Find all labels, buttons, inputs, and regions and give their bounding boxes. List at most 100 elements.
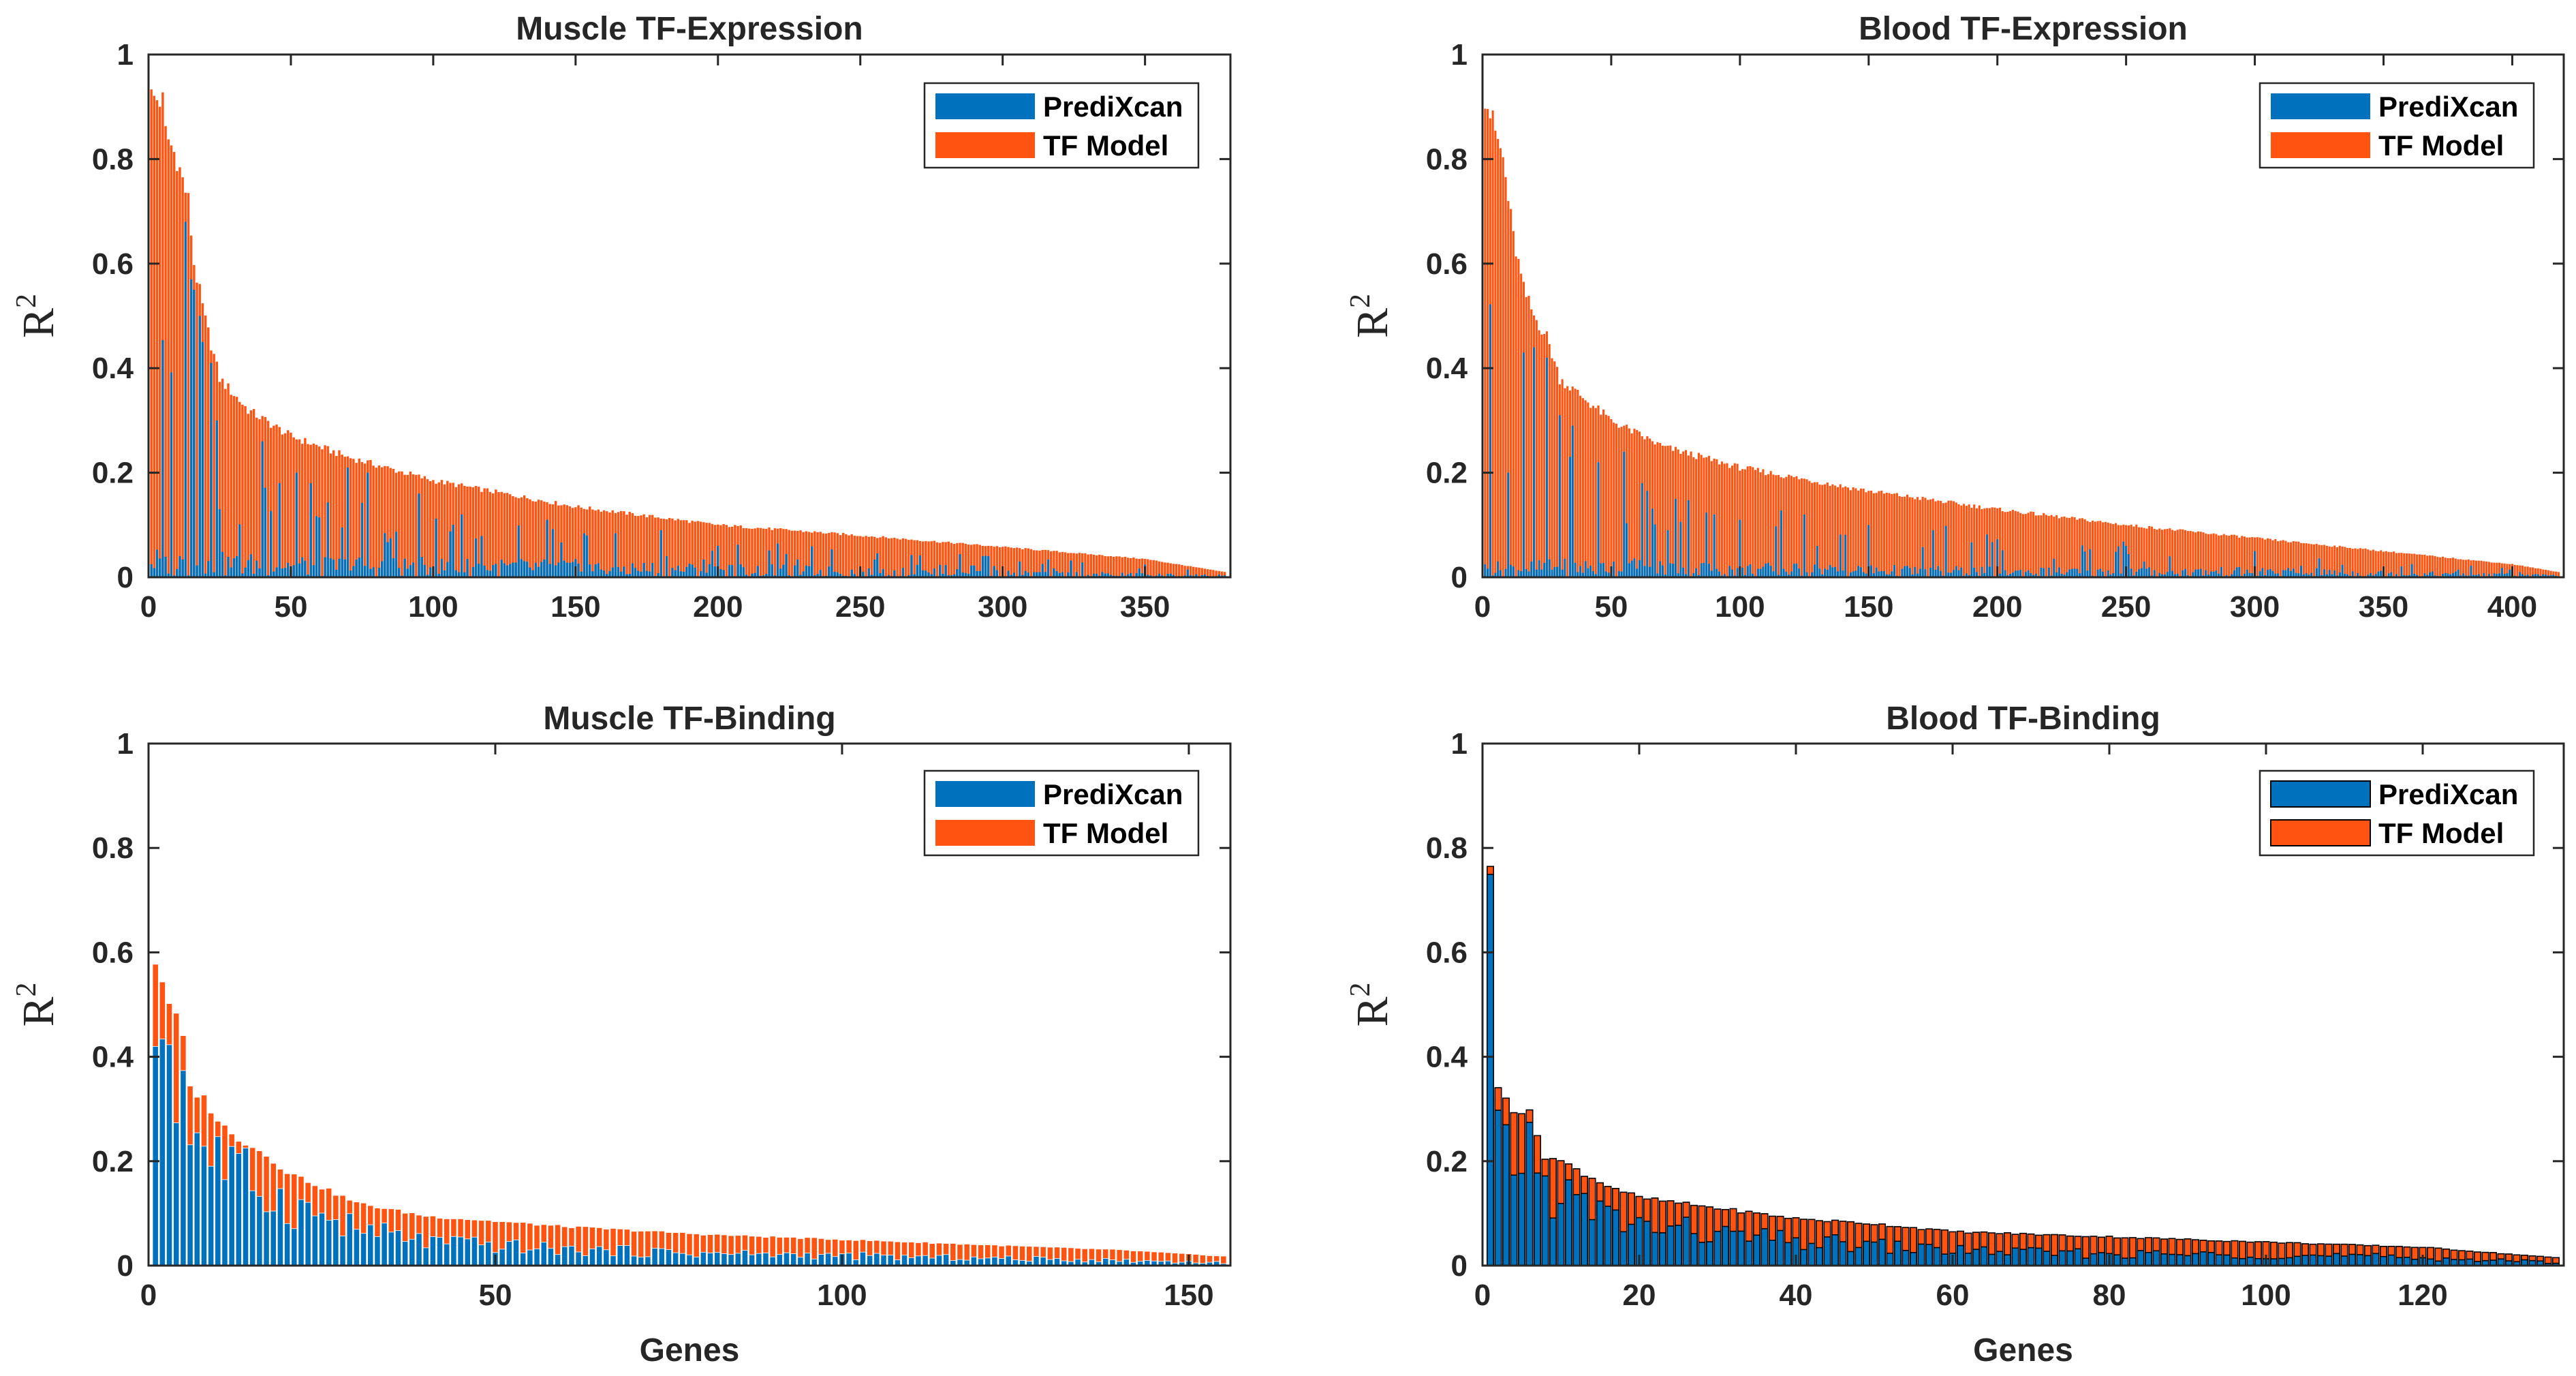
bar-predixcan (2030, 572, 2032, 577)
bar-predixcan (1776, 1229, 1784, 1266)
bar-tf-model (298, 439, 301, 577)
bar-tf-model (403, 474, 406, 577)
bar-predixcan (2032, 575, 2035, 577)
bar-predixcan (2004, 570, 2006, 577)
bar-predixcan (277, 1188, 283, 1266)
bar-tf-model (976, 544, 978, 577)
legend-swatch-predixcan (935, 781, 1035, 807)
x-tick-label: 150 (550, 590, 600, 624)
legend-label-tf-model: TF Model (2378, 129, 2504, 162)
bar-predixcan (862, 572, 865, 577)
y-tick-label: 0 (1451, 561, 1468, 594)
bar-predixcan (1785, 571, 1788, 577)
bar-tf-model (1811, 483, 1814, 577)
bar-tf-model (1973, 504, 1976, 577)
bar-tf-model (1746, 466, 1749, 577)
bar-predixcan (499, 1249, 506, 1266)
bar-tf-model (2058, 518, 2060, 577)
bar-predixcan (1818, 568, 1821, 577)
bar-predixcan (503, 563, 506, 577)
bar-tf-model (2264, 539, 2267, 577)
legend-label-predixcan: PrediXcan (1043, 778, 1183, 810)
bar-predixcan (628, 574, 631, 577)
bar-predixcan (215, 1136, 221, 1266)
bar-predixcan (374, 1236, 381, 1266)
bar-tf-model (2017, 511, 2019, 577)
bar-predixcan (976, 570, 978, 577)
y-axis-label: R2 (11, 982, 63, 1026)
bar-predixcan (1012, 572, 1016, 577)
bar-predixcan (520, 1253, 527, 1266)
bar-predixcan (623, 566, 625, 577)
bar-tf-model (2182, 529, 2184, 577)
bar-tf-model (1677, 449, 1679, 577)
bar-predixcan (638, 1257, 645, 1266)
bar-predixcan (2130, 568, 2132, 577)
bar-tf-model (2431, 555, 2434, 577)
bar-predixcan (2416, 575, 2419, 577)
bar-predixcan (506, 1241, 512, 1266)
bar-tf-model (873, 536, 876, 577)
bar-tf-model (2555, 571, 2558, 577)
bar-predixcan (305, 1202, 311, 1266)
legend-label-predixcan: PrediXcan (1043, 91, 1183, 123)
bar-predixcan (1878, 571, 1880, 577)
bar-predixcan (1749, 564, 1752, 577)
bar-tf-model (1960, 505, 1963, 577)
x-tick-label: 350 (1120, 590, 1170, 624)
bar-tf-model (161, 92, 164, 578)
bar-predixcan (721, 1253, 728, 1266)
bar-predixcan (466, 559, 469, 577)
bar-tf-model (1587, 402, 1589, 577)
bar-tf-model (993, 547, 995, 577)
bar-tf-model (1917, 497, 1919, 577)
bar-predixcan (2301, 1255, 2310, 1266)
bar-tf-model (2030, 511, 2032, 577)
bar-tf-model (352, 459, 355, 577)
bar-tf-model (486, 488, 489, 577)
bar-predixcan (483, 565, 486, 577)
bar-predixcan (964, 572, 967, 577)
bar-predixcan (1158, 573, 1161, 577)
bar-predixcan (2400, 566, 2403, 577)
bar-tf-model (2542, 569, 2545, 577)
bar-tf-model (1752, 467, 1754, 577)
bar-predixcan (782, 564, 785, 577)
bar-predixcan (1811, 572, 1814, 577)
bar-tf-model (341, 455, 343, 577)
bar-predixcan (2176, 573, 2179, 577)
bar-tf-model (2218, 535, 2220, 577)
bar-tf-model (252, 409, 255, 577)
bar-tf-model (2308, 543, 2310, 577)
bar-predixcan (380, 561, 384, 577)
bar-tf-model (392, 468, 395, 577)
bar-tf-model (2021, 514, 2025, 577)
bar-tf-model (1172, 564, 1175, 577)
bar-predixcan (1703, 562, 1705, 577)
bar-predixcan (2053, 558, 2055, 577)
bar-tf-model (565, 505, 569, 577)
bar-tf-model (1012, 548, 1016, 577)
bar-tf-model (2194, 532, 2197, 577)
bar-tf-model (1736, 463, 1739, 577)
bar-predixcan (1087, 575, 1089, 577)
bar-predixcan (665, 555, 668, 577)
bar-tf-model (1818, 485, 1821, 577)
bar-predixcan (2503, 574, 2506, 577)
bar-predixcan (2209, 571, 2212, 577)
bar-tf-model (2246, 537, 2248, 577)
bar-tf-model (2310, 544, 2313, 577)
bar-tf-model (1743, 469, 1746, 577)
bar-predixcan (179, 556, 181, 577)
bar-predixcan (346, 1213, 353, 1266)
bar-tf-model (1181, 565, 1183, 577)
bar-predixcan (1507, 472, 1510, 577)
bar-tf-model (2459, 559, 2462, 577)
bar-predixcan (672, 1252, 679, 1266)
x-tick-label: 150 (1844, 590, 1893, 624)
bar-predixcan (2462, 573, 2465, 577)
bar-predixcan (2377, 571, 2380, 577)
bar-tf-model (384, 465, 386, 577)
bars (1486, 866, 2560, 1266)
bar-tf-model (1112, 557, 1115, 577)
